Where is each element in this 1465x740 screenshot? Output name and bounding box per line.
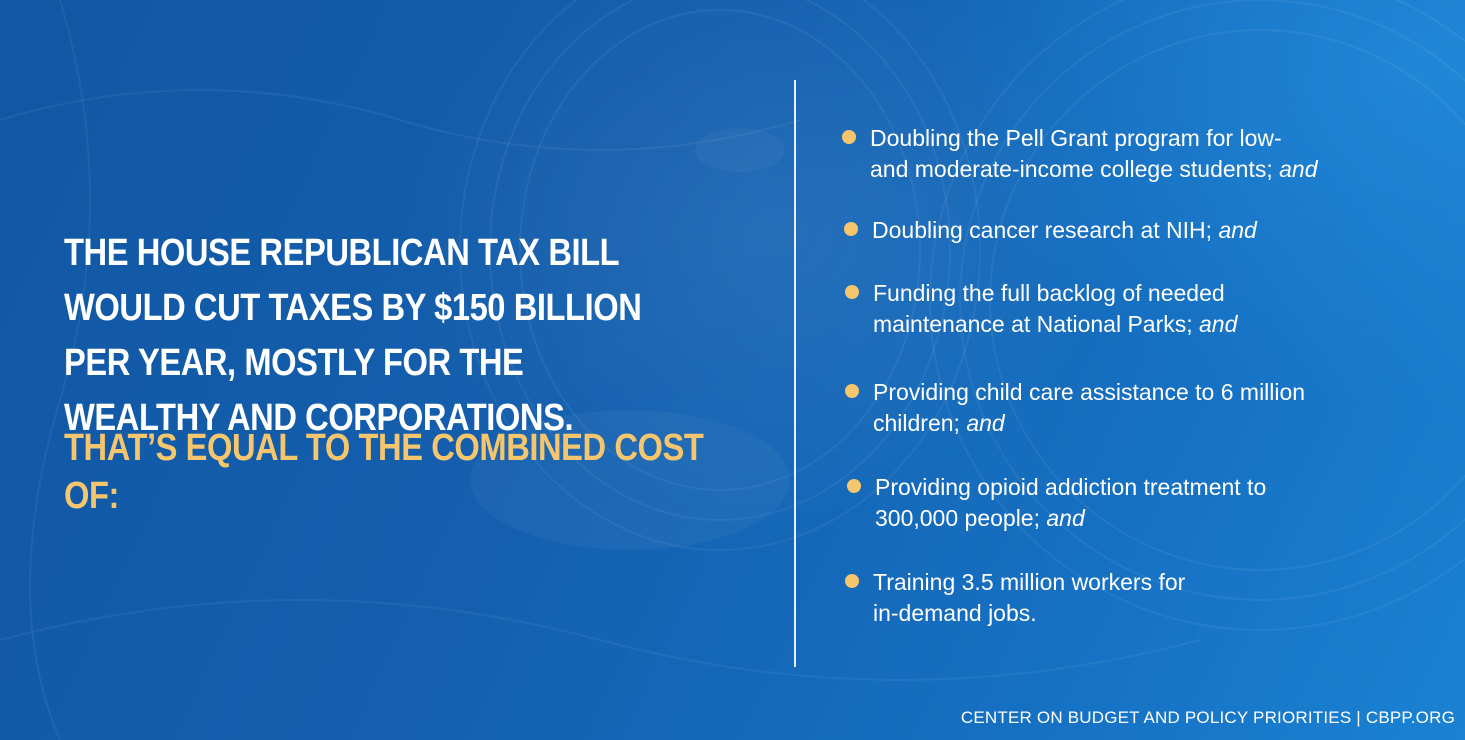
item-suffix: and <box>1279 156 1318 182</box>
footer-credit: CENTER ON BUDGET AND POLICY PRIORITIES |… <box>960 708 1455 727</box>
bullet-icon <box>847 479 861 493</box>
list-item-national-parks: Funding the full backlog of needed maint… <box>845 278 1353 340</box>
list-item-worker-training: Training 3.5 million workers for in-dema… <box>845 567 1353 629</box>
bullet-icon <box>842 130 856 144</box>
item-suffix: and <box>1218 217 1257 243</box>
item-text-line2: 300,000 people; <box>875 505 1047 531</box>
item-text-line1: Training 3.5 million workers for <box>873 569 1186 595</box>
item-text-line1: Providing child care assistance to 6 mil… <box>873 379 1306 405</box>
bullet-icon <box>845 285 859 299</box>
list-item-cancer-research: Doubling cancer research at NIH; and <box>844 215 1352 246</box>
subhead: That’s equal to the combined cost of: <box>64 427 704 517</box>
bullet-icon <box>845 384 859 398</box>
item-suffix: and <box>1199 311 1238 337</box>
headline: The House Republican tax bill would cut … <box>64 232 642 439</box>
bullet-icon <box>845 574 859 588</box>
list-item-opioid-treatment: Providing opioid addiction treatment to … <box>847 472 1355 534</box>
item-suffix: and <box>1046 505 1085 531</box>
item-text-line2: in-demand jobs. <box>873 600 1037 626</box>
item-text-line1: Doubling the Pell Grant program for low- <box>870 125 1282 151</box>
item-text-line1: Doubling cancer research at NIH; <box>872 217 1219 243</box>
item-suffix: and <box>966 410 1005 436</box>
item-text-line2: and moderate-income college students; <box>870 156 1280 182</box>
item-text-line2: maintenance at National Parks; <box>873 311 1200 337</box>
vertical-divider <box>794 80 796 667</box>
item-text-line1: Providing opioid addiction treatment to <box>875 474 1267 500</box>
item-text-line1: Funding the full backlog of needed <box>873 280 1225 306</box>
list-item-pell-grant: Doubling the Pell Grant program for low-… <box>842 123 1350 185</box>
list-item-child-care: Providing child care assistance to 6 mil… <box>845 377 1353 439</box>
item-text-line2: children; <box>873 410 967 436</box>
bullet-icon <box>844 222 858 236</box>
